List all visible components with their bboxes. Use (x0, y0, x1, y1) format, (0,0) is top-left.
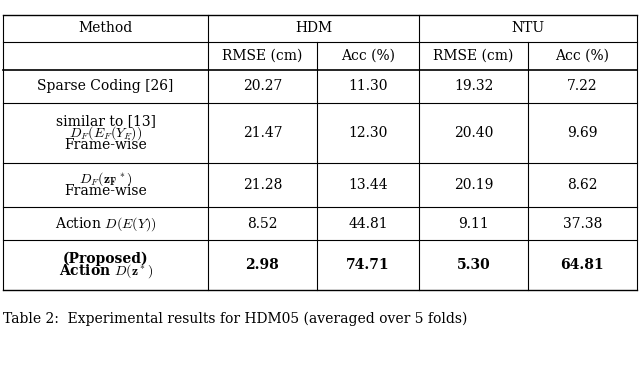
Text: 12.30: 12.30 (348, 126, 388, 140)
Text: 5.30: 5.30 (457, 258, 490, 272)
Text: 11.30: 11.30 (348, 79, 388, 93)
Text: RMSE (cm): RMSE (cm) (433, 49, 514, 63)
Text: 8.52: 8.52 (247, 217, 278, 231)
Text: Acc (%): Acc (%) (341, 49, 395, 63)
Text: 8.62: 8.62 (567, 178, 598, 192)
Text: $D_F(\mathbf{z_F}^*)$: $D_F(\mathbf{z_F}^*)$ (79, 170, 132, 188)
Text: 9.11: 9.11 (458, 217, 489, 231)
Text: (Proposed): (Proposed) (63, 252, 148, 266)
Text: 21.47: 21.47 (243, 126, 282, 140)
Text: similar to [13]: similar to [13] (56, 114, 156, 128)
Text: RMSE (cm): RMSE (cm) (222, 49, 303, 63)
Text: Sparse Coding [26]: Sparse Coding [26] (37, 79, 174, 93)
Text: Frame-wise: Frame-wise (64, 184, 147, 199)
Text: 19.32: 19.32 (454, 79, 493, 93)
Text: 64.81: 64.81 (561, 258, 604, 272)
Text: Action $D(E(Y))$: Action $D(E(Y))$ (55, 215, 156, 233)
Text: 44.81: 44.81 (348, 217, 388, 231)
Text: Frame-wise: Frame-wise (64, 138, 147, 152)
Text: 20.27: 20.27 (243, 79, 282, 93)
Text: 21.28: 21.28 (243, 178, 282, 192)
Text: Method: Method (79, 21, 132, 36)
Text: 37.38: 37.38 (563, 217, 602, 231)
Text: HDM: HDM (295, 21, 332, 36)
Text: Acc (%): Acc (%) (556, 49, 609, 63)
Text: 13.44: 13.44 (348, 178, 388, 192)
Text: Table 2:  Experimental results for HDM05 (averaged over 5 folds): Table 2: Experimental results for HDM05 … (3, 312, 468, 326)
Text: 74.71: 74.71 (346, 258, 390, 272)
Text: 9.69: 9.69 (567, 126, 598, 140)
Text: NTU: NTU (511, 21, 545, 36)
Text: 20.40: 20.40 (454, 126, 493, 140)
Text: Action $D(\mathbf{z}^*)$: Action $D(\mathbf{z}^*)$ (59, 262, 152, 280)
Text: $D_F(E_F(Y_F))$: $D_F(E_F(Y_F))$ (69, 124, 142, 142)
Text: 7.22: 7.22 (567, 79, 598, 93)
Text: 2.98: 2.98 (246, 258, 279, 272)
Text: 20.19: 20.19 (454, 178, 493, 192)
